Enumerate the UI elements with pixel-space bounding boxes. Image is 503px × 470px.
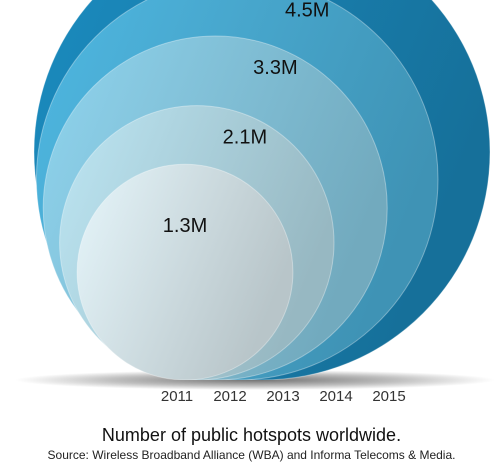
year-label-2014: 2014 xyxy=(319,388,352,405)
year-label-2011: 2011 xyxy=(161,388,193,405)
bubbles-group xyxy=(33,0,491,380)
bubble-2011 xyxy=(76,163,294,380)
bubble-labels-group: 1.3M2.1M3.3M4.5M5.8M xyxy=(163,0,330,237)
year-axis: 2011 2012 2013 2014 2015 xyxy=(161,388,406,405)
year-label-2012: 2012 xyxy=(213,388,246,405)
bubble-label-2014: 4.5M xyxy=(285,0,329,21)
bubble-label-2011: 1.3M xyxy=(163,215,207,237)
chart-source: Source: Wireless Broadband Alliance (WBA… xyxy=(47,448,456,462)
chart-title: Number of public hotspots worldwide. xyxy=(101,425,402,445)
ground-shadow xyxy=(15,370,495,390)
year-label-2015: 2015 xyxy=(372,388,405,405)
year-label-2013: 2013 xyxy=(266,388,299,405)
bubble-label-2012: 2.1M xyxy=(223,127,267,149)
bubble-label-2013: 3.3M xyxy=(253,57,297,79)
